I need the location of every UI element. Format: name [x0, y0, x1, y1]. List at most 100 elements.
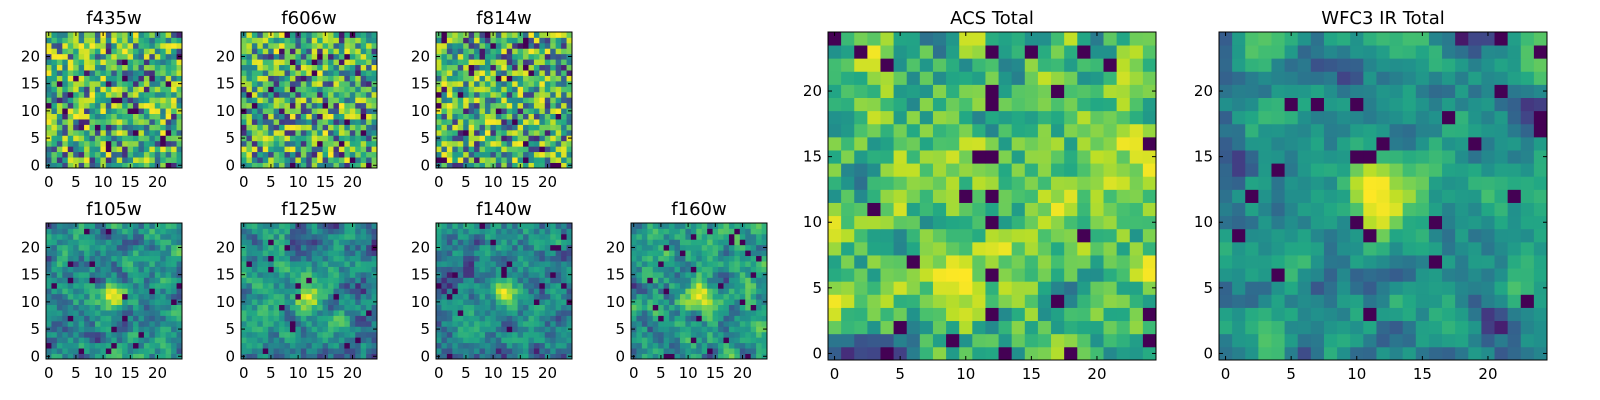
heatmap-cell — [528, 244, 535, 251]
heatmap-cell — [446, 348, 453, 354]
heatmap-cell — [143, 255, 150, 262]
heatmap-cell — [1011, 281, 1026, 295]
heatmap-cell — [457, 310, 464, 316]
heatmap-cell — [631, 282, 637, 289]
heatmap-cell — [138, 91, 145, 98]
heatmap-cell — [555, 255, 562, 262]
heatmap-cell — [959, 268, 973, 282]
heatmap-cell — [295, 342, 302, 349]
heatmap-cell — [56, 80, 63, 87]
y-tick-label: 0 — [30, 156, 40, 174]
heatmap-cell — [273, 255, 280, 262]
heatmap-cell — [685, 233, 692, 240]
heatmap-cell — [641, 233, 648, 240]
heatmap-cell — [506, 244, 513, 251]
heatmap-cell — [550, 255, 557, 262]
heatmap-cell — [160, 146, 167, 153]
heatmap-cell — [100, 59, 107, 66]
heatmap-cell — [647, 353, 654, 360]
heatmap-cell — [251, 91, 258, 98]
heatmap-cell — [122, 80, 128, 87]
heatmap-cell — [674, 310, 681, 316]
heatmap-cell — [289, 151, 296, 158]
heatmap-cell — [160, 353, 167, 360]
heatmap-cell — [56, 86, 63, 93]
heatmap-cell — [474, 337, 480, 344]
heatmap-cell — [1103, 202, 1118, 217]
heatmap-cell — [932, 268, 947, 282]
heatmap-cell — [484, 162, 491, 169]
heatmap-cell — [333, 320, 340, 327]
heatmap-cell — [512, 102, 518, 109]
heatmap-cell — [517, 266, 524, 273]
heatmap-cell — [284, 113, 291, 120]
heatmap-cell — [257, 244, 264, 251]
heatmap-cell — [468, 75, 475, 82]
heatmap-cell — [300, 70, 307, 76]
heatmap-cell — [658, 266, 665, 273]
heatmap-cell — [349, 140, 356, 147]
heatmap-cell — [468, 48, 475, 55]
heatmap-cell — [484, 91, 491, 98]
heatmap-cell — [338, 91, 345, 98]
heatmap-cell — [468, 293, 475, 300]
heatmap-cell — [366, 113, 372, 120]
heatmap-cell — [1129, 294, 1144, 308]
heatmap-cell — [506, 293, 513, 300]
heatmap-cell — [756, 244, 762, 251]
heatmap-cell — [523, 151, 529, 158]
heatmap-cell — [854, 215, 868, 230]
heatmap-cell — [62, 320, 69, 327]
heatmap-cell — [739, 250, 746, 257]
heatmap-cell — [284, 233, 291, 240]
heatmap-cell — [728, 293, 735, 300]
heatmap-cell — [246, 91, 253, 98]
heatmap-cell — [533, 315, 540, 322]
heatmap-cell — [322, 348, 329, 354]
heatmap-cell — [750, 326, 757, 333]
heatmap-cell — [176, 337, 183, 344]
heatmap-cell — [523, 293, 529, 300]
heatmap-cell — [78, 48, 85, 55]
heatmap-cell — [463, 277, 470, 284]
heatmap-cell — [149, 64, 156, 71]
heatmap-cell — [100, 113, 107, 120]
heatmap-cell — [452, 42, 459, 49]
heatmap-cell — [116, 140, 123, 147]
heatmap-cell — [56, 119, 63, 125]
heatmap-cell — [1064, 228, 1078, 243]
heatmap-cell — [328, 304, 334, 311]
heatmap-cell — [165, 37, 172, 44]
heatmap-cell — [268, 113, 275, 120]
heatmap-cell — [73, 304, 80, 311]
heatmap-cell — [561, 42, 567, 49]
heatmap-cell — [268, 75, 275, 82]
heatmap-cell — [176, 37, 183, 44]
heatmap-cell — [739, 348, 746, 354]
heatmap-cell — [490, 80, 497, 87]
heatmap-cell — [154, 331, 161, 338]
heatmap-cell — [533, 151, 540, 158]
heatmap-cell — [446, 310, 453, 316]
heatmap-cell — [333, 353, 340, 360]
heatmap-cell — [756, 342, 762, 349]
heatmap-cell — [641, 277, 648, 284]
heatmap-cell — [160, 223, 167, 229]
heatmap-cell — [300, 342, 307, 349]
heatmap-cell — [523, 140, 529, 147]
heatmap-cell — [880, 189, 894, 203]
heatmap-cell — [138, 37, 145, 44]
heatmap-cell — [105, 135, 112, 142]
heatmap-cell — [295, 91, 302, 98]
heatmap-cell — [539, 53, 546, 60]
heatmap-cell — [506, 277, 513, 284]
heatmap-cell — [257, 228, 264, 235]
heatmap-cell — [750, 320, 757, 327]
heatmap-cell — [360, 331, 367, 338]
heatmap-cell — [78, 315, 85, 322]
heatmap-cell — [490, 97, 497, 104]
heatmap-cell — [906, 333, 921, 348]
heatmap-cell — [1077, 163, 1091, 177]
heatmap-cell — [289, 315, 296, 322]
heatmap-cell — [463, 108, 470, 114]
